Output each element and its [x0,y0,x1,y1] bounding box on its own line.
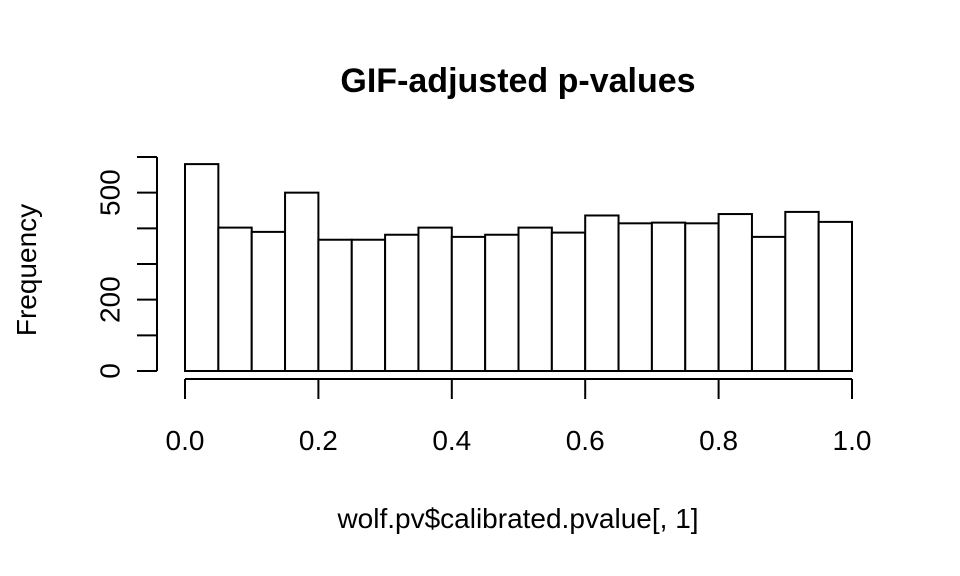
x-tick-label: 1.0 [833,425,872,456]
histogram-bar [217,226,253,372]
histogram-bar [784,210,820,372]
y-tick-label: 500 [95,169,126,216]
histogram-bar [617,222,653,372]
y-tick-label: 0 [95,363,126,379]
histogram-bar [750,235,787,372]
y-axis: 0 200 500 [95,155,158,379]
bars-group [184,163,854,372]
x-axis: 0.0 0.2 0.4 0.6 0.8 1.0 [166,378,872,456]
histogram-bar [417,226,453,372]
histogram-bar [484,233,520,372]
histogram-bar [817,220,854,372]
histogram-bar [384,233,420,372]
x-tick-label: 0.2 [299,425,338,456]
histogram-bar [250,230,287,372]
histogram-bar [717,213,753,372]
x-tick-label: 0.4 [432,425,471,456]
histogram-bar [684,222,720,372]
x-tick-label: 0.0 [166,425,205,456]
histogram-bar [184,163,220,372]
x-tick-label: 0.6 [566,425,605,456]
x-axis-label: wolf.pv$calibrated.pvalue[, 1] [336,503,698,534]
histogram-bar [550,231,587,372]
histogram-bar [584,214,620,372]
x-tick-label: 0.8 [699,425,738,456]
histogram-bar [317,238,353,372]
y-tick-label: 200 [95,276,126,323]
y-axis-label: Frequency [11,204,42,336]
histogram-bar [350,238,387,372]
histogram-bar [650,221,687,372]
histogram-bar [450,235,487,372]
histogram-bar [284,191,320,372]
histogram-bar [517,226,553,372]
chart-title: GIF-adjusted p-values [340,62,695,100]
